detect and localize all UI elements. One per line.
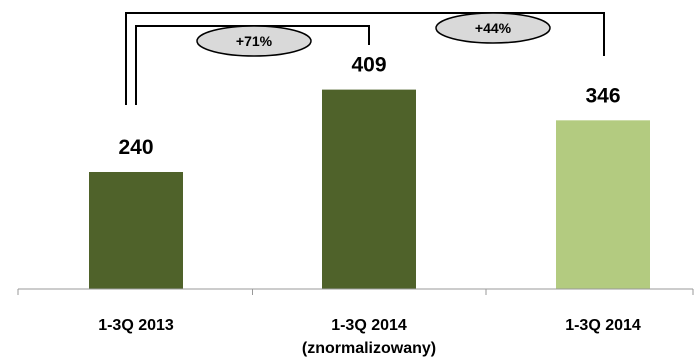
- growth-badge: [196, 25, 312, 57]
- x-axis-ticks: [17, 289, 694, 295]
- value-label: 409: [351, 54, 386, 77]
- bar: [89, 172, 183, 289]
- bar: [322, 89, 416, 289]
- bars-group: [89, 89, 650, 289]
- value-labels: 240 409 346: [118, 54, 620, 159]
- category-labels: 1-3Q 2013 1-3Q 2014 (znormalizowany) 1-3Q 2…: [98, 317, 641, 357]
- category-label: 1-3Q 2014: [331, 317, 407, 334]
- growth-badge: [435, 12, 551, 44]
- growth-label: +44%: [475, 20, 512, 36]
- bar: [556, 120, 650, 289]
- growth-label: +71%: [236, 33, 273, 49]
- value-label: 346: [585, 84, 620, 107]
- growth-connector: [125, 12, 605, 105]
- growth-annotations: +71% +44%: [196, 12, 551, 57]
- value-label: 240: [118, 136, 153, 159]
- category-label: 1-3Q 2013: [98, 317, 174, 334]
- category-label: (znormalizowany): [302, 340, 436, 357]
- category-label: 1-3Q 2014: [565, 317, 641, 334]
